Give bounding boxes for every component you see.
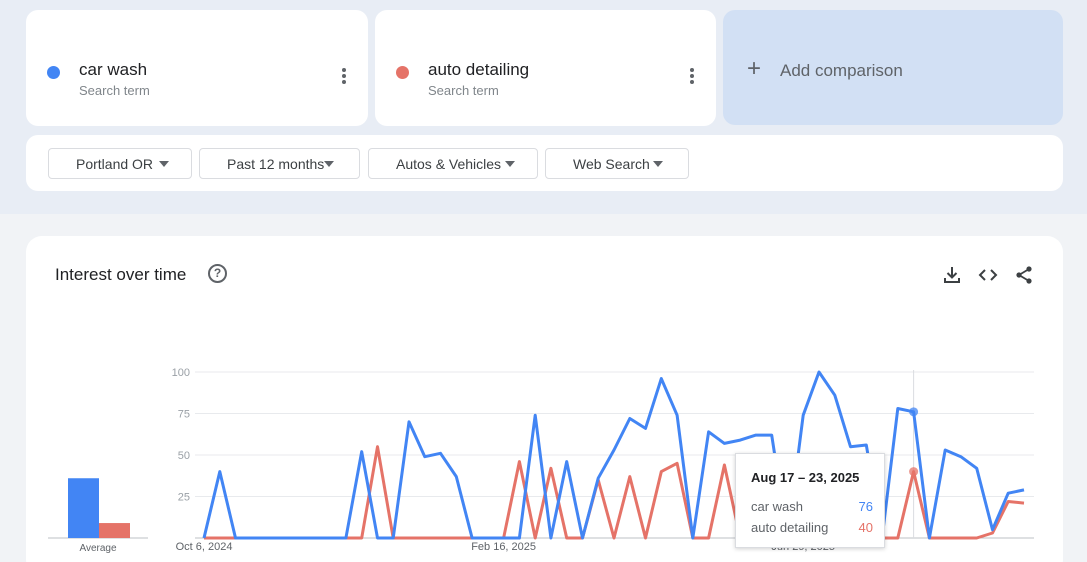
y-tick-label: 75 bbox=[178, 409, 190, 421]
term-type-label: Search term bbox=[79, 83, 150, 98]
category-filter[interactable]: Autos & Vehicles bbox=[368, 148, 538, 179]
dropdown-arrow-icon bbox=[324, 161, 334, 167]
y-tick-label: 50 bbox=[178, 450, 190, 462]
tooltip-series-name: car wash bbox=[751, 499, 804, 514]
series-line-auto-detailing bbox=[204, 445, 1025, 540]
term-card-auto-detailing[interactable]: auto detailing Search term bbox=[375, 10, 716, 126]
term-color-dot bbox=[47, 66, 60, 79]
add-comparison-button[interactable]: + Add comparison bbox=[723, 10, 1063, 125]
tooltip-series-value: 40 bbox=[858, 520, 873, 535]
add-comparison-label: Add comparison bbox=[780, 61, 903, 80]
hover-point bbox=[909, 467, 919, 477]
dropdown-arrow-icon bbox=[505, 161, 515, 167]
more-vert-icon[interactable] bbox=[684, 68, 700, 88]
help-icon[interactable]: ? bbox=[208, 264, 227, 283]
term-card-car-wash[interactable]: car wash Search term bbox=[26, 10, 368, 126]
tooltip-row-auto-detailing: auto detailing 40 bbox=[751, 520, 873, 535]
tooltip-series-value: 76 bbox=[858, 499, 873, 514]
filter-label: Autos & Vehicles bbox=[396, 156, 502, 172]
hover-point bbox=[909, 407, 919, 417]
chart-tooltip: Aug 17 – 23, 2025 car wash 76 auto detai… bbox=[735, 453, 885, 548]
x-tick-label: Feb 16, 2025 bbox=[471, 541, 536, 553]
tooltip-row-car-wash: car wash 76 bbox=[751, 499, 873, 514]
location-filter[interactable]: Portland OR bbox=[48, 148, 192, 179]
y-tick-label: 100 bbox=[172, 367, 190, 379]
term-name: car wash bbox=[79, 60, 148, 79]
plus-icon: + bbox=[747, 55, 762, 82]
interest-over-time-card: Interest over time ? bbox=[26, 236, 1063, 562]
y-tick-label: 25 bbox=[178, 492, 190, 504]
average-bar-car-wash bbox=[68, 478, 99, 538]
search-type-filter[interactable]: Web Search bbox=[545, 148, 689, 179]
x-tick-label: Oct 6, 2024 bbox=[176, 541, 233, 553]
share-icon[interactable] bbox=[1013, 264, 1035, 286]
average-bar-auto-detailing bbox=[99, 523, 130, 538]
time-range-filter[interactable]: Past 12 months bbox=[199, 148, 360, 179]
tooltip-date: Aug 17 – 23, 2025 bbox=[751, 470, 860, 485]
dropdown-arrow-icon bbox=[653, 161, 663, 167]
tooltip-series-name: auto detailing bbox=[751, 520, 829, 535]
more-vert-icon[interactable] bbox=[336, 68, 352, 88]
average-label: Average bbox=[79, 543, 117, 554]
download-icon[interactable] bbox=[941, 264, 963, 286]
series-line-car-wash bbox=[202, 370, 1025, 540]
filter-bar: Portland OR Past 12 months Autos & Vehic… bbox=[26, 135, 1063, 191]
dropdown-arrow-icon bbox=[159, 161, 169, 167]
term-type-label: Search term bbox=[428, 83, 499, 98]
filter-label: Portland OR bbox=[76, 156, 154, 172]
embed-code-icon[interactable] bbox=[977, 264, 999, 286]
term-name: auto detailing bbox=[428, 60, 530, 79]
filter-label: Past 12 months bbox=[227, 156, 325, 172]
section-title: Interest over time bbox=[55, 265, 187, 284]
filter-label: Web Search bbox=[573, 156, 650, 172]
term-color-dot bbox=[396, 66, 409, 79]
